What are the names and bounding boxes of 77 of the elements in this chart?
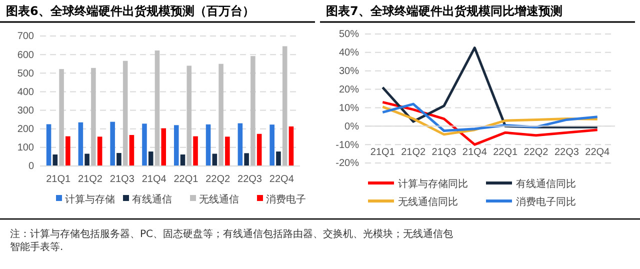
- y-tick-label: 10%: [338, 102, 360, 114]
- bar: [78, 122, 84, 166]
- bar: [129, 134, 134, 166]
- x-tick-label: 22Q4: [269, 174, 294, 186]
- y-tick-label: 700: [17, 31, 34, 42]
- bar: [218, 64, 224, 166]
- y-tick-label: 0: [28, 161, 34, 172]
- chart-title: 图表7、全球终端硬件出货规模同比增速预测: [326, 4, 562, 18]
- bar: [142, 124, 147, 166]
- y-tick-label: 400: [17, 86, 34, 98]
- x-tick-label: 21Q3: [110, 174, 135, 186]
- y-tick-label: 20%: [338, 84, 360, 96]
- legend-label: 无线通信: [199, 194, 239, 206]
- y-tick-label: 500: [17, 68, 34, 80]
- bar: [91, 68, 96, 166]
- x-tick-label: 22Q4: [585, 147, 610, 158]
- x-tick-label: 21Q4: [462, 147, 488, 158]
- y-tick-label: -20%: [336, 158, 360, 170]
- bar: [256, 134, 262, 166]
- line-series: [381, 100, 599, 146]
- text: 智能手表等.: [10, 241, 64, 253]
- y-tick-label: 30%: [338, 66, 360, 78]
- x-tick-label: 21Q2: [401, 147, 426, 158]
- bar: [52, 154, 58, 166]
- y-tick-label: 100: [17, 142, 34, 154]
- bar: [122, 60, 128, 166]
- bar: [225, 136, 230, 166]
- y-tick-label: 600: [17, 50, 34, 61]
- bar: [59, 69, 64, 166]
- bar: [270, 124, 274, 166]
- y-tick-label: 0%: [344, 121, 360, 132]
- legend-label: 有线通信同比: [516, 178, 576, 190]
- legend-label: 计算与存储同比: [398, 178, 468, 190]
- x-tick-label: 22Q1: [493, 147, 518, 158]
- bar: [97, 136, 102, 166]
- bar: [154, 50, 160, 166]
- legend-label: 无线通信同比: [398, 196, 458, 208]
- bar: [84, 154, 90, 166]
- x-tick-label: 21Q2: [78, 174, 103, 186]
- bar: [148, 152, 154, 166]
- chart-title: 图表6、全球终端硬件出货规模预测（百万台）: [6, 4, 254, 18]
- bar: [238, 123, 243, 166]
- bar: [174, 125, 179, 166]
- bar: [186, 66, 192, 166]
- bar: [282, 46, 288, 166]
- bar: [110, 122, 115, 166]
- y-tick-label: 200: [17, 124, 34, 136]
- bar: [276, 152, 281, 166]
- x-tick-label: 22Q1: [174, 174, 199, 186]
- bar: [206, 124, 211, 166]
- bar: [66, 136, 70, 166]
- x-tick-label: 22Q2: [206, 174, 231, 186]
- bar: [116, 153, 122, 166]
- y-tick-label: 40%: [338, 48, 360, 59]
- x-tick-label: 21Q4: [142, 174, 167, 186]
- bar: [180, 154, 186, 166]
- bar: [244, 153, 249, 166]
- legend-label: 有线通信: [132, 194, 172, 206]
- x-tick-label: 22Q2: [524, 147, 549, 158]
- legend-label: 消费电子同比: [516, 196, 576, 208]
- bar: [193, 136, 198, 166]
- legend-label: 消费电子: [266, 194, 306, 206]
- bar: [250, 56, 256, 166]
- y-tick-label: 50%: [338, 29, 360, 40]
- legend-label: 计算与存储: [65, 194, 115, 206]
- bar: [288, 126, 294, 166]
- bar: [46, 124, 52, 166]
- bar: [161, 128, 166, 166]
- y-tick-label: -10%: [336, 140, 360, 151]
- y-tick-label: 300: [17, 105, 34, 116]
- x-tick-label: 21Q3: [432, 147, 457, 158]
- x-tick-label: 22Q3: [238, 174, 262, 186]
- bar: [212, 154, 218, 166]
- x-tick-label: 22Q3: [554, 147, 580, 158]
- text: 注：计算与存储包括服务器、PC、固态硬盘等；有线通信包括路由器、交换机、光模块；无线通信包: [10, 228, 454, 240]
- x-tick-label: 21Q1: [46, 174, 72, 186]
- x-tick-label: 21Q1: [370, 147, 396, 158]
